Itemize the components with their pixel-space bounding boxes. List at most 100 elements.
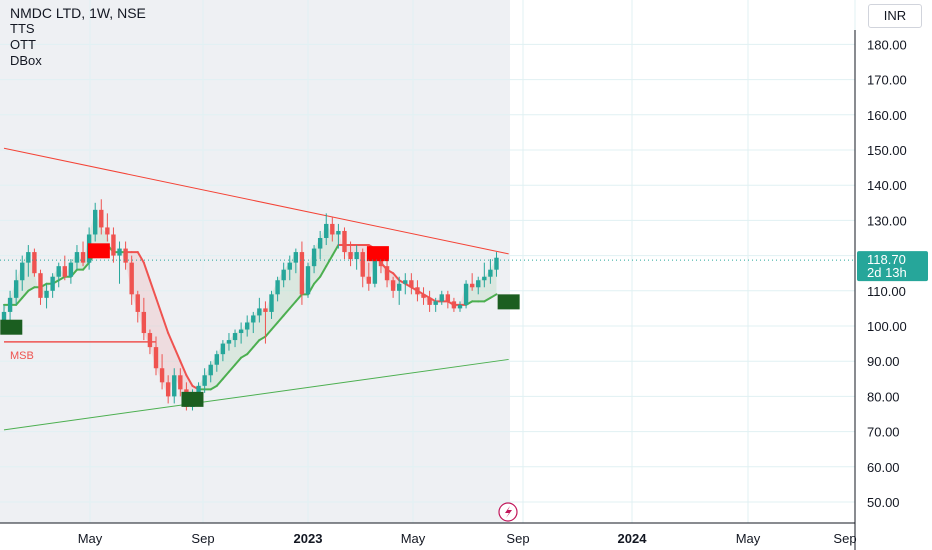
candle-body[interactable] [74,252,80,263]
candle-body[interactable] [384,266,390,281]
candle-body[interactable] [281,269,286,281]
candle-body[interactable] [99,209,104,228]
candle-body[interactable] [50,276,55,291]
candle-body[interactable] [62,266,67,277]
ott-line-segment[interactable] [294,293,303,303]
candle-body[interactable] [32,252,37,274]
ott-line-segment[interactable] [483,296,492,303]
candle-body[interactable] [269,294,274,312]
ott-line-segment[interactable] [392,272,401,282]
candle-body[interactable] [293,252,299,263]
ott-line-segment[interactable] [325,254,334,268]
candle-body[interactable] [245,322,250,330]
ott-line-segment[interactable] [167,332,176,349]
candle-body[interactable] [451,301,457,309]
last-price-badge[interactable] [857,251,928,282]
ott-line-segment[interactable] [489,293,498,299]
candle-body[interactable] [129,262,134,295]
ott-line-segment[interactable] [282,307,291,317]
candle-body[interactable] [93,209,98,235]
candle-body[interactable] [111,234,116,256]
candle-body[interactable] [427,297,432,305]
candle-body[interactable] [159,368,165,383]
candle-body[interactable] [68,262,74,277]
candle-body[interactable] [202,375,207,386]
candle-body[interactable] [238,329,244,334]
candle-body[interactable] [311,248,317,267]
candle-body[interactable] [354,252,359,260]
ott-line-segment[interactable] [215,377,224,387]
candle-body[interactable] [135,294,140,312]
ott-line-segment[interactable] [227,363,237,373]
candle-body[interactable] [26,252,31,263]
candle-body[interactable] [439,294,444,302]
ott-line-segment[interactable] [276,314,285,324]
candle-body[interactable] [220,343,226,355]
candle-body[interactable] [433,301,438,305]
candle-body[interactable] [178,375,183,390]
candle-body[interactable] [403,280,408,284]
candle-body[interactable] [196,385,201,397]
candle-body[interactable] [336,230,341,235]
candle-body[interactable] [360,252,365,277]
candle-body[interactable] [469,283,475,288]
candle-body[interactable] [1,311,7,326]
ott-line-segment[interactable] [270,321,279,331]
resistance-trend-line[interactable] [3,147,509,255]
candle-body[interactable] [20,262,25,281]
candle-body[interactable] [117,248,122,256]
symbol-title[interactable]: NMDC LTD, 1W, NSE [10,5,146,21]
candle-body[interactable] [141,311,147,334]
dbox-green-marker[interactable] [0,319,23,335]
candle-body[interactable] [13,280,19,298]
candle-body[interactable] [7,297,13,312]
ott-line-segment[interactable] [185,374,194,387]
candle-body[interactable] [342,230,347,253]
ott-line-segment[interactable] [161,314,170,335]
candle-body[interactable] [330,223,335,235]
candle-body[interactable] [226,340,232,344]
ott-line-segment[interactable] [27,286,36,292]
ott-line-segment[interactable] [258,335,267,342]
candle-body[interactable] [457,304,463,309]
candle-body[interactable] [80,252,86,263]
candle-body[interactable] [38,273,43,298]
dbox-green-marker[interactable] [181,391,204,407]
candle-body[interactable] [397,283,402,291]
ott-line-segment[interactable] [21,289,30,299]
ott-line-segment[interactable] [179,360,188,377]
ott-line-segment[interactable] [173,346,182,363]
candle-body[interactable] [257,308,262,316]
candle-body[interactable] [372,259,378,284]
candle-body[interactable] [348,252,353,260]
ott-line-segment[interactable] [82,261,91,271]
candle-body[interactable] [366,276,371,284]
ott-line-segment[interactable] [252,339,261,349]
ott-line-segment[interactable] [331,244,340,257]
candle-body[interactable] [172,375,177,397]
candle-body[interactable] [165,382,171,397]
candle-body[interactable] [305,266,311,295]
indicator-tts[interactable]: TTS [10,21,35,36]
candle-body[interactable] [275,280,280,295]
candle-body[interactable] [378,259,384,267]
candle-body[interactable] [482,276,487,281]
candle-body[interactable] [153,347,159,369]
ott-line-segment[interactable] [240,353,249,359]
candle-body[interactable] [488,269,493,277]
ott-line-segment[interactable] [234,356,243,366]
candle-body[interactable] [476,280,481,288]
candle-body[interactable] [251,315,256,323]
candle-body[interactable] [299,252,305,295]
ott-line-segment[interactable] [246,346,255,356]
currency-button[interactable]: INR [868,4,922,28]
candle-body[interactable] [105,227,110,235]
ott-line-segment[interactable] [221,370,230,380]
ott-line-segment[interactable] [136,251,145,264]
candle-body[interactable] [415,287,420,295]
indicator-ott[interactable]: OTT [10,37,36,52]
candle-body[interactable] [123,248,128,263]
candle-body[interactable] [324,223,329,238]
ott-line-segment[interactable] [148,279,157,299]
ott-line-segment[interactable] [313,275,322,285]
